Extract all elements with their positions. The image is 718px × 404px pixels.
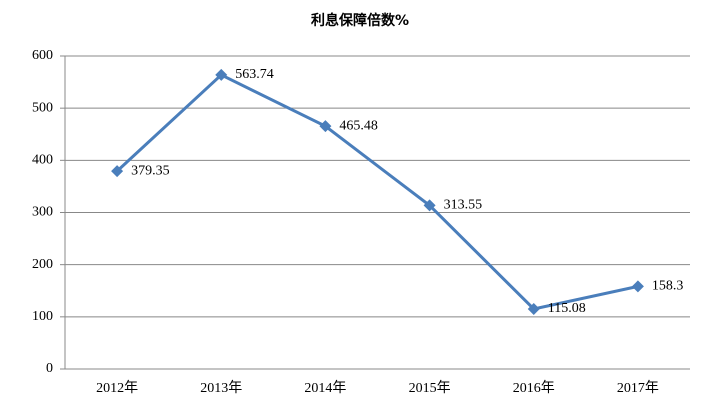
- y-tick-label: 200: [32, 257, 53, 272]
- marker: [423, 199, 436, 212]
- x-tick-label: 2012年: [96, 380, 138, 396]
- line: [116, 73, 639, 311]
- data-label: 115.08: [548, 301, 586, 316]
- y-tick-label: 500: [32, 100, 53, 115]
- chart-title: 利息保障倍数%: [311, 12, 409, 29]
- marker: [215, 68, 228, 81]
- marker: [319, 120, 332, 133]
- y-tick-label: 0: [46, 361, 53, 376]
- y-tick-label: 100: [32, 309, 53, 324]
- marker: [111, 165, 124, 178]
- y-tick-label: 300: [32, 205, 53, 220]
- data-label: 313.55: [444, 198, 483, 213]
- data-label: 563.74: [235, 67, 274, 82]
- x-tick-label: 2017年: [617, 380, 659, 396]
- x-tick-label: 2015年: [409, 380, 451, 396]
- marker: [527, 302, 540, 315]
- y-tick-label: 400: [32, 153, 53, 168]
- x-tick-label: 2016年: [513, 380, 555, 396]
- marker: [631, 280, 644, 293]
- x-tick-label: 2013年: [200, 380, 242, 396]
- data-label: 465.48: [339, 118, 378, 133]
- data-label: 158.3: [652, 279, 684, 294]
- data-label: 379.35: [131, 163, 170, 178]
- y-tick-label: 600: [32, 48, 53, 63]
- x-tick-label: 2014年: [304, 380, 346, 396]
